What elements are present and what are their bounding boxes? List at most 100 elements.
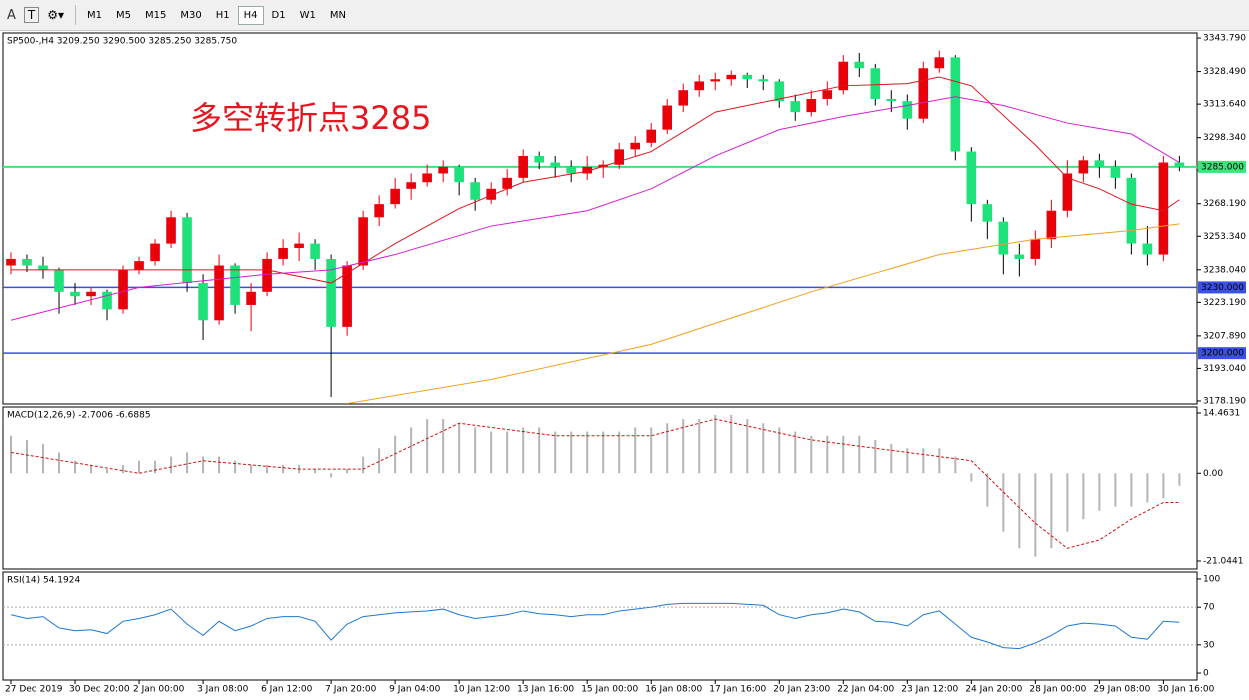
candle-body [630,142,641,150]
x-tick-label: 20 Jan 23:00 [773,685,830,695]
y-tick-label: 100 [1203,574,1220,584]
candle-body [86,291,96,297]
panel-title: MACD(12,26,9) -2.7006 -6.6885 [7,411,151,421]
candle-body [998,221,1009,255]
candle-body [870,68,881,99]
candle-body [1062,173,1073,211]
candle-body [422,173,432,183]
candle-body [1110,166,1121,178]
candle-body [358,217,368,266]
y-tick-label: 3253.340 [1203,232,1246,242]
moving-average [11,76,1180,284]
moving-average [10,96,1180,321]
text-tool[interactable]: T [23,7,40,23]
y-tick-label: 3238.040 [1203,265,1246,275]
candle-body [854,61,865,69]
y-tick-label: 3343.790 [1203,34,1246,44]
x-tick-label: 3 Jan 08:00 [197,685,249,695]
candle-body [934,57,945,69]
candle-body [374,204,384,218]
x-tick-label: 27 Dec 2019 [5,685,63,695]
y-tick-label: 3223.190 [1203,298,1246,308]
x-tick-label: 30 Jan 16:00 [1157,685,1214,695]
candle-body [262,258,272,292]
candle-body [438,166,448,174]
font-button[interactable]: A [7,7,16,23]
candle-body [310,243,320,259]
candle-body [502,177,512,189]
x-tick-label: 17 Jan 16:00 [709,685,766,695]
y-tick-label: 3313.640 [1203,100,1246,110]
candle-body [806,98,817,113]
moving-average [347,223,1180,405]
candle-body [966,151,977,205]
hline-label-box [1198,281,1246,294]
x-tick-label: 9 Jan 04:00 [389,685,441,695]
candle-body [166,217,176,244]
candle-body [646,129,657,143]
candle-body [150,243,160,262]
candle-body [1126,177,1137,244]
timeframe-button[interactable]: M1 [87,9,103,21]
panel-title: SP500-,H4 3209.250 3290.500 3285.250 328… [7,37,237,47]
panel-frame [2,406,1198,570]
y-tick-label: 3298.340 [1203,133,1246,143]
candle-body [1094,160,1105,167]
candle-body [982,204,993,222]
candle-body [102,291,112,310]
candle-body [774,81,785,102]
candle-body [486,188,496,200]
candle-body [550,162,560,167]
timeframes: M1 M5 M15 M30 H1 H4 D1 W1 MN [80,5,353,25]
candle-body [710,79,721,82]
candle-body [838,61,849,91]
timeframe-button[interactable]: MN [329,9,346,21]
hline-label-box [1198,347,1246,360]
candle-body [758,79,769,82]
candle-body [678,90,689,106]
candle-body [342,265,352,327]
timeframe-button[interactable]: H1 [215,9,230,21]
candle-body [534,155,544,163]
x-tick-label: 22 Jan 04:00 [837,685,894,695]
timeframe-button[interactable]: M15 [145,9,167,21]
candle-body [22,258,32,266]
candle-body [230,265,240,305]
timeframe-button[interactable]: M5 [116,9,132,21]
candle-body [6,258,16,266]
candle-body [182,217,192,284]
annotation: 多空转折点3285 [190,99,431,137]
candle-body [118,269,128,310]
x-tick-label: 2 Jan 00:00 [133,685,185,695]
timeframe-button[interactable]: D1 [271,9,286,21]
rsi-line [10,602,1180,650]
x-tick-label: 10 Jan 12:00 [453,685,510,695]
macd-signal [10,418,1180,549]
x-tick-label: 15 Jan 00:00 [581,685,638,695]
hline-label-box [1198,160,1246,173]
y-tick-label: 3268.190 [1203,199,1246,209]
timeframe-button[interactable]: M30 [180,9,202,21]
candle-body [454,166,464,183]
candle-body [1174,162,1185,167]
x-tick-label: 24 Jan 20:00 [965,685,1022,695]
candle-body [1046,210,1057,240]
candle-body [246,291,256,305]
panel-frame [2,32,1198,405]
x-tick-label: 30 Dec 20:00 [69,685,130,695]
timeframe-button[interactable]: H4 [237,5,264,25]
y-tick-label: 3207.890 [1203,331,1246,341]
hline-label: 3285.000 [1201,162,1244,172]
shapes-tool[interactable]: ⚙▾ [47,8,65,22]
candle-body [1078,160,1089,174]
candle-body [822,90,833,99]
candle-body [1142,243,1153,255]
candle-body [662,105,673,130]
timeframe-button[interactable]: W1 [299,9,316,21]
candle-body [918,68,929,119]
candle-body [518,155,528,178]
panel-title: RSI(14) 54.1924 [7,576,80,586]
candle-body [54,269,64,292]
candle-body [566,166,576,174]
